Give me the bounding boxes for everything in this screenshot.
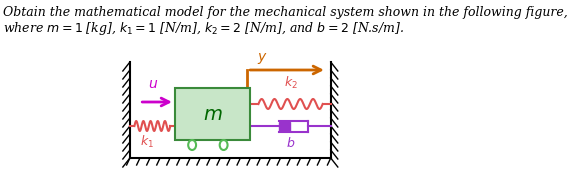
Text: $b$: $b$	[286, 136, 295, 150]
Text: $u$: $u$	[148, 77, 158, 91]
Text: where $m = 1$ [kg], $k_1 = 1$ [N/m], $k_2 = 2$ [N/m], and $b = 2$ [N.s/m].: where $m = 1$ [kg], $k_1 = 1$ [N/m], $k_…	[3, 20, 404, 37]
Text: Obtain the mathematical model for the mechanical system shown in the following f: Obtain the mathematical model for the me…	[3, 6, 568, 19]
Text: $y$: $y$	[256, 51, 267, 66]
Text: $m$: $m$	[203, 106, 223, 124]
Bar	[175, 88, 250, 140]
Text: $k_1$: $k_1$	[140, 134, 154, 150]
Bar	[278, 121, 290, 130]
Text: $k_2$: $k_2$	[283, 75, 297, 91]
